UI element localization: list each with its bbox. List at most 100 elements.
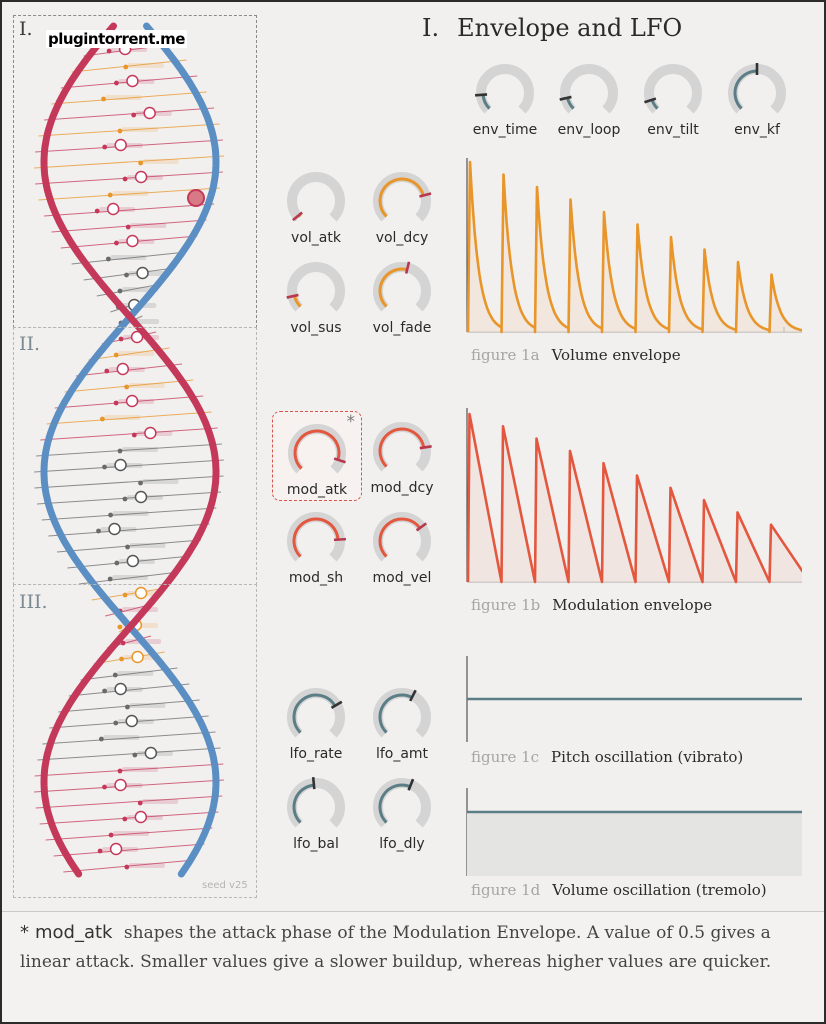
knob-vol-fade[interactable]: vol_fade bbox=[356, 260, 448, 336]
helix-node[interactable] bbox=[125, 394, 139, 408]
helix-node[interactable] bbox=[144, 426, 157, 440]
knob-dial[interactable] bbox=[371, 170, 433, 232]
knob-lfo-dly[interactable]: lfo_dly bbox=[356, 776, 448, 852]
figure-1b-title: Modulation envelope bbox=[552, 596, 713, 614]
knob-mod-vel[interactable]: mod_vel bbox=[356, 510, 448, 586]
knob-dial[interactable] bbox=[371, 776, 433, 838]
helix-visualization[interactable] bbox=[2, 2, 264, 910]
knob-dial[interactable] bbox=[558, 62, 620, 124]
helix-node[interactable] bbox=[144, 746, 158, 760]
knob-pointer bbox=[415, 522, 428, 532]
helix-node[interactable] bbox=[136, 266, 149, 280]
helix-dot bbox=[105, 256, 111, 262]
knob-dial[interactable] bbox=[642, 62, 704, 124]
knob-mod-dcy[interactable]: mod_dcy bbox=[356, 420, 448, 496]
helix-rung-glow bbox=[130, 223, 167, 228]
knob-dial[interactable] bbox=[285, 510, 347, 572]
helix-highlight-node[interactable] bbox=[187, 189, 205, 207]
helix-dot bbox=[106, 48, 112, 54]
helix-node[interactable] bbox=[108, 522, 121, 536]
knob-track bbox=[287, 778, 345, 828]
knob-dial[interactable] bbox=[474, 62, 536, 124]
knob-vol-dcy[interactable]: vol_dcy bbox=[356, 170, 448, 246]
helix-dot bbox=[112, 672, 118, 678]
helix-node[interactable] bbox=[130, 330, 144, 344]
helix-node[interactable] bbox=[143, 106, 156, 120]
section-box-3[interactable] bbox=[13, 584, 257, 898]
helix-node[interactable] bbox=[131, 650, 144, 664]
helix-rung bbox=[71, 59, 187, 73]
helix-rung bbox=[64, 379, 194, 393]
helix-dot bbox=[122, 816, 128, 822]
knob-track bbox=[373, 262, 431, 312]
helix-dot bbox=[99, 416, 105, 422]
knob-dial[interactable] bbox=[371, 420, 433, 482]
helix-node[interactable] bbox=[106, 202, 120, 216]
knob-mod-sh[interactable]: mod_sh bbox=[270, 510, 362, 586]
knob-pointer bbox=[474, 93, 488, 97]
helix-node[interactable] bbox=[134, 810, 148, 824]
knob-dial[interactable] bbox=[285, 260, 347, 322]
knob-track bbox=[287, 688, 345, 738]
helix-rung bbox=[68, 683, 190, 697]
knob-dial[interactable] bbox=[371, 686, 433, 748]
knob-env-tilt[interactable]: env_tilt bbox=[627, 62, 719, 138]
knob-lfo-rate[interactable]: lfo_rate bbox=[270, 686, 362, 762]
helix-rung-glow bbox=[110, 255, 147, 260]
knob-dial[interactable] bbox=[286, 422, 348, 484]
helix-node[interactable] bbox=[114, 778, 127, 792]
helix-node[interactable] bbox=[134, 490, 148, 504]
section-box-1[interactable] bbox=[13, 15, 257, 328]
knob-dial[interactable] bbox=[371, 510, 433, 572]
knob-mod-atk[interactable]: mod_atk * bbox=[272, 411, 362, 501]
knob-env-kf[interactable]: env_kf bbox=[711, 62, 803, 138]
helix-node[interactable] bbox=[126, 234, 139, 248]
helix-rung bbox=[40, 427, 218, 441]
helix-node[interactable] bbox=[109, 842, 123, 856]
helix-dot bbox=[107, 576, 113, 582]
helix-dot bbox=[117, 128, 123, 134]
knob-pointer bbox=[644, 97, 657, 104]
helix-node[interactable] bbox=[116, 362, 130, 376]
figure-1c-id: figure 1c bbox=[471, 748, 540, 766]
helix-node[interactable] bbox=[134, 586, 148, 600]
knob-pointer bbox=[407, 778, 415, 791]
knob-pointer bbox=[311, 777, 316, 790]
helix-dot bbox=[125, 224, 131, 230]
helix-rung bbox=[34, 475, 224, 489]
knob-dial[interactable] bbox=[285, 776, 347, 838]
figure-1a-caption: figure 1a Volume envelope bbox=[471, 346, 681, 364]
knob-dial[interactable] bbox=[285, 170, 347, 232]
helix-dot bbox=[113, 400, 119, 406]
knob-dial[interactable] bbox=[371, 260, 433, 322]
helix-node[interactable] bbox=[114, 682, 127, 696]
knob-vol-atk[interactable]: vol_atk bbox=[270, 170, 362, 246]
helix-dot bbox=[118, 336, 124, 342]
helix-rung bbox=[35, 171, 223, 185]
helix-node[interactable] bbox=[134, 170, 148, 184]
knob-dial[interactable] bbox=[726, 62, 788, 124]
knob-vol-sus[interactable]: vol_sus bbox=[270, 260, 362, 336]
knob-value-arc bbox=[378, 177, 425, 218]
section-box-2[interactable] bbox=[13, 327, 257, 585]
knob-label: lfo_amt bbox=[375, 746, 429, 762]
helix-node[interactable] bbox=[114, 138, 127, 152]
knob-lfo-bal[interactable]: lfo_bal bbox=[270, 776, 362, 852]
helix-node[interactable] bbox=[126, 554, 140, 568]
helix-rung bbox=[38, 123, 220, 137]
knob-lfo-amt[interactable]: lfo_amt bbox=[356, 686, 448, 762]
knob-env-time[interactable]: env_time bbox=[459, 62, 551, 138]
helix-node[interactable] bbox=[126, 74, 139, 88]
helix-node[interactable] bbox=[114, 458, 127, 472]
helix-node[interactable] bbox=[125, 714, 139, 728]
knob-dial[interactable] bbox=[285, 686, 347, 748]
figure-1d-title: Volume oscillation (tremolo) bbox=[552, 881, 767, 899]
knob-env-loop[interactable]: env_loop bbox=[543, 62, 635, 138]
helix-rung-glow bbox=[142, 799, 179, 804]
helix-rung-glow bbox=[122, 127, 158, 132]
knob-label: mod_dcy bbox=[370, 480, 434, 496]
envelope-curve bbox=[466, 412, 802, 584]
helix-dot bbox=[131, 432, 137, 438]
helix-rung bbox=[34, 459, 224, 473]
